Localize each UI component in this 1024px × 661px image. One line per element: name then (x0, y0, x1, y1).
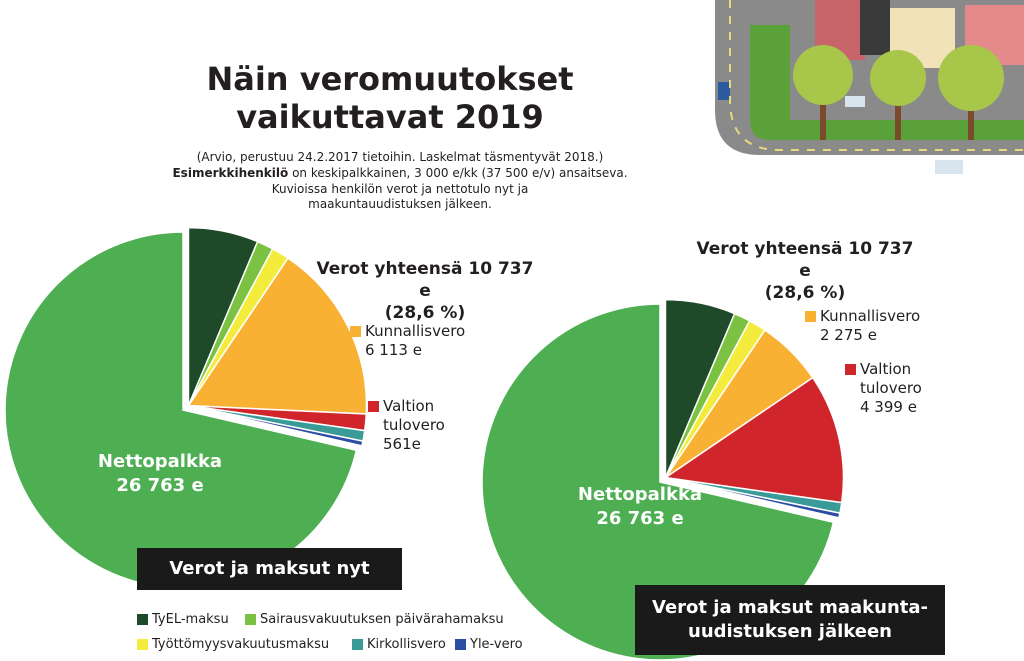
legend-item: Kirkollisvero (352, 637, 446, 652)
value-label: 2 275 e (820, 326, 877, 344)
legend-swatch (350, 326, 361, 337)
note: Kuvioissa henkilön verot ja nettotulo ny… (271, 182, 529, 211)
pie-slice (663, 376, 845, 504)
legend-item: TyEL-maksu (137, 612, 229, 627)
category-label: Kunnallisvero (820, 307, 921, 325)
label-row: Valtion tulovero (845, 360, 955, 398)
label-row: Valtion tulovero (368, 397, 458, 435)
annotation-line: (28,6 %) (384, 303, 466, 323)
category-label: Nettopalkka (97, 451, 223, 472)
value-label: 6 113 e (365, 341, 422, 359)
legend-swatch (245, 614, 256, 625)
pie-slice (187, 257, 368, 415)
value-label: 26 763 e (596, 508, 684, 529)
note: Esimerkkihenkilö on keskipalkkainen, 3 0… (170, 166, 630, 181)
title: Näin veromuutokset vaikuttavat 2019 (206, 60, 574, 136)
label-row: Kunnallisvero (350, 322, 465, 341)
annotation-line: (28,6 %) (764, 283, 846, 303)
category-label: Nettopalkka (577, 484, 703, 505)
legend-label: Yle-vero (470, 637, 523, 652)
legend-swatch (352, 639, 363, 650)
category-label: Valtion tulovero (860, 360, 922, 397)
total-annotation: Verot yhteensä 10 737 e (28,6 %) (310, 258, 540, 324)
category-label: Valtion tulovero (383, 397, 445, 434)
legend-label: Työttömyysvakuutusmaksu (152, 637, 330, 652)
legend-swatch (368, 401, 379, 412)
value-label: 561e (383, 435, 421, 453)
legend-swatch (137, 614, 148, 625)
net-label: Nettopalkka 26 763 e (540, 483, 740, 531)
pie-slice (188, 404, 364, 447)
value-label: 4 399 e (860, 398, 917, 416)
legend-label: Kirkollisvero (367, 637, 446, 652)
annotation-line: Verot yhteensä 10 737 e (316, 259, 534, 301)
value-label: 26 763 e (116, 475, 204, 496)
chart-banner: Verot ja maksut nyt (137, 548, 402, 590)
annotation-line: Verot yhteensä 10 737 e (696, 239, 914, 281)
legend-label: Sairausvakuutuksen päivärahamaksu (260, 612, 504, 627)
legend-item: Yle-vero (455, 637, 523, 652)
slice-label: Kunnallisvero 6 113 e (350, 322, 465, 360)
legend-swatch (137, 639, 148, 650)
total-annotation: Verot yhteensä 10 737 e (28,6 %) (690, 238, 920, 304)
chart-banner: Verot ja maksut maakunta-uudistuksen jäl… (635, 585, 945, 655)
legend-label: TyEL-maksu (152, 612, 229, 627)
legend-swatch (805, 311, 816, 322)
legend-item: Sairausvakuutuksen päivärahamaksu (245, 612, 504, 627)
street-illustration (715, 0, 1024, 174)
legend-swatch (845, 364, 856, 375)
note: on keskipalkkainen, 3 000 e/kk (37 500 e… (292, 166, 628, 180)
label-row: Kunnallisvero (805, 307, 935, 326)
note-bold: Esimerkkihenkilö (172, 166, 289, 180)
slice-label: Valtion tulovero 4 399 e (845, 360, 955, 417)
slice-label: Valtion tulovero 561e (368, 397, 458, 454)
legend-item: Työttömyysvakuutusmaksu (137, 637, 329, 652)
category-label: Kunnallisvero (365, 322, 466, 340)
note: (Arvio, perustuu 24.2.2017 tietoihin. La… (196, 150, 604, 164)
slice-label: Kunnallisvero 2 275 e (805, 307, 935, 345)
pie-slice (665, 476, 841, 519)
legend-swatch (455, 639, 466, 650)
net-label: Nettopalkka 26 763 e (60, 450, 260, 498)
